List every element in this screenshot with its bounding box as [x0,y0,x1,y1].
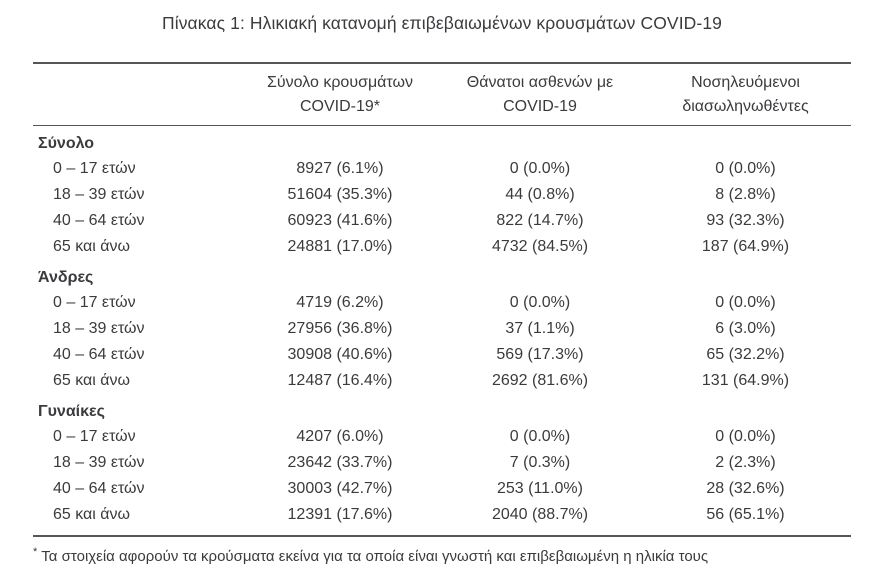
section-women-title: Γυναίκες [38,403,105,420]
table-row: 0 – 17 ετών 8927 (6.1%) 0 (0.0%) 0 (0.0%… [33,156,851,182]
table-caption: Πίνακας 1: Ηλικιακή κατανομή επιβεβαιωμέ… [161,13,722,33]
table-row: 18 – 39 ετών 51604 (35.3%) 44 (0.8%) 8 (… [33,182,851,208]
cases-value: 4719 (6.2%) [296,294,384,311]
table-row: 65 και άνω 12487 (16.4%) 2692 (81.6%) 13… [33,368,851,394]
cases-value: 51604 (35.3%) [287,186,393,203]
intubated-value: 131 (64.9%) [701,372,790,389]
row-label: 0 – 17 ετών [53,428,136,445]
deaths-value: 44 (0.8%) [505,186,575,203]
row-label: 65 και άνω [53,506,131,523]
section-women: Γυναίκες 0 – 17 ετών 4207 (6.0%) 0 (0.0%… [33,394,851,535]
table-row: 0 – 17 ετών 4719 (6.2%) 0 (0.0%) 0 (0.0%… [33,290,851,316]
table-row: 40 – 64 ετών 60923 (41.6%) 822 (14.7%) 9… [33,208,851,234]
header-deaths: Θάνατοι ασθενών με COVID-19 [440,71,640,119]
table-row: 65 και άνω 12391 (17.6%) 2040 (88.7%) 56… [33,502,851,528]
header-deaths-line1: Θάνατοι ασθενών με [466,74,614,91]
section-total: Σύνολο 0 – 17 ετών 8927 (6.1%) 0 (0.0%) … [33,126,851,260]
cases-value: 8927 (6.1%) [296,160,384,177]
intubated-value: 0 (0.0%) [715,160,776,177]
deaths-value: 37 (1.1%) [505,320,575,337]
cases-value: 30908 (40.6%) [287,346,393,363]
deaths-value: 2692 (81.6%) [491,372,589,389]
deaths-value: 7 (0.3%) [509,454,571,471]
deaths-value: 569 (17.3%) [496,346,584,363]
row-label: 65 και άνω [53,372,131,389]
deaths-value: 2040 (88.7%) [491,506,589,523]
row-label: 40 – 64 ετών [53,212,145,229]
section-men: Άνδρες 0 – 17 ετών 4719 (6.2%) 0 (0.0%) … [33,260,851,394]
row-label: 18 – 39 ετών [53,186,145,203]
header-total-cases-line2: COVID-19* [299,98,381,115]
section-total-title: Σύνολο [38,135,95,152]
intubated-value: 65 (32.2%) [706,346,785,363]
section-men-title: Άνδρες [38,269,94,286]
covid-age-distribution-table: Σύνολο κρουσμάτων COVID-19* Θάνατοι ασθε… [33,62,851,537]
cases-value: 23642 (33.7%) [287,454,393,471]
row-label: 40 – 64 ετών [53,346,145,363]
table-row: 18 – 39 ετών 27956 (36.8%) 37 (1.1%) 6 (… [33,316,851,342]
footnote: * Τα στοιχεία αφορούν τα κρούσματα εκείνα… [33,537,851,566]
row-label: 0 – 17 ετών [53,160,136,177]
header-total-cases: Σύνολο κρουσμάτων COVID-19* [240,71,440,119]
intubated-value: 93 (32.3%) [706,212,785,229]
table-row: 0 – 17 ετών 4207 (6.0%) 0 (0.0%) 0 (0.0%… [33,424,851,450]
table-header-row: Σύνολο κρουσμάτων COVID-19* Θάνατοι ασθε… [33,64,851,126]
intubated-value: 2 (2.3%) [715,454,776,471]
intubated-value: 6 (3.0%) [715,320,776,337]
table-row: 65 και άνω 24881 (17.0%) 4732 (84.5%) 18… [33,234,851,260]
table-row: 18 – 39 ετών 23642 (33.7%) 7 (0.3%) 2 (2… [33,450,851,476]
deaths-value: 4732 (84.5%) [491,238,589,255]
header-intubated-line2: διασωληνωθέντες [682,98,809,115]
header-deaths-line2: COVID-19 [503,98,577,115]
deaths-value: 0 (0.0%) [509,160,571,177]
cases-value: 30003 (42.7%) [287,480,393,497]
cases-value: 24881 (17.0%) [287,238,393,255]
intubated-value: 0 (0.0%) [715,294,776,311]
table-row: 40 – 64 ετών 30003 (42.7%) 253 (11.0%) 2… [33,476,851,502]
cases-value: 60923 (41.6%) [287,212,393,229]
header-intubated: Νοσηλευόμενοι διασωληνωθέντες [640,71,851,119]
table-row: 40 – 64 ετών 30908 (40.6%) 569 (17.3%) 6… [33,342,851,368]
deaths-value: 822 (14.7%) [496,212,584,229]
deaths-value: 253 (11.0%) [497,480,583,497]
row-label: 0 – 17 ετών [53,294,136,311]
header-total-cases-line1: Σύνολο κρουσμάτων [266,74,413,91]
footnote-text: Τα στοιχεία αφορούν τα κρούσματα εκείνα … [41,548,709,565]
intubated-value: 187 (64.9%) [701,238,790,255]
deaths-value: 0 (0.0%) [509,294,571,311]
cases-value: 12391 (17.6%) [287,506,393,523]
header-intubated-line1: Νοσηλευόμενοι [691,74,800,91]
intubated-value: 0 (0.0%) [715,428,776,445]
intubated-value: 28 (32.6%) [706,480,785,497]
cases-value: 12487 (16.4%) [287,372,393,389]
row-label: 18 – 39 ετών [53,320,145,337]
deaths-value: 0 (0.0%) [509,428,571,445]
row-label: 65 και άνω [53,238,131,255]
cases-value: 4207 (6.0%) [296,428,384,445]
intubated-value: 56 (65.1%) [706,506,785,523]
row-label: 18 – 39 ετών [53,454,145,471]
footnote-asterisk: * [33,546,38,558]
cases-value: 27956 (36.8%) [287,320,393,337]
header-empty-cell [33,71,240,119]
row-label: 40 – 64 ετών [53,480,145,497]
intubated-value: 8 (2.8%) [715,186,776,203]
